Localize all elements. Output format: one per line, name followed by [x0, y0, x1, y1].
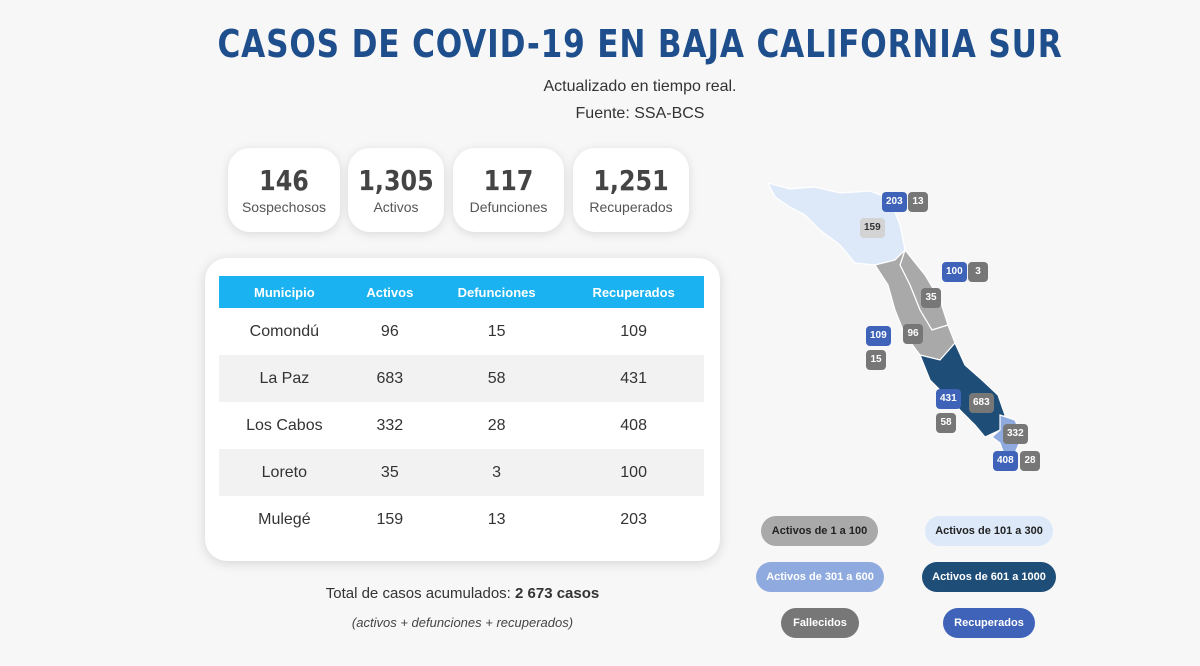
table-cell: 96 [380, 322, 399, 340]
map-badge-comondu-defunciones: 15 [866, 350, 886, 370]
map-badge-mulege-defunciones: 13 [908, 192, 928, 212]
table-cell: Comondú [249, 322, 320, 340]
table-row: Comondú 96 15 109 [219, 308, 704, 355]
total-cases: Total de casos acumulados: 2 673 casos [220, 585, 705, 602]
stat-label: Defunciones [469, 199, 548, 215]
stat-value: 1,251 [593, 164, 669, 197]
map-badge-comondu-recuperados: 109 [866, 326, 891, 346]
table-cell: 35 [349, 449, 430, 496]
table-row: La Paz 683 58 431 [219, 355, 704, 402]
stat-card-sospechosos: 146 Sospechosos [228, 148, 340, 232]
column-header: Activos [349, 276, 430, 308]
table-cell: 683 [349, 355, 430, 402]
map-badge-loscabos-defunciones: 28 [1020, 451, 1040, 471]
table-row: Loreto 35 3 100 [219, 449, 704, 496]
stat-label: Recuperados [589, 199, 673, 215]
table-row: Mulegé 159 13 203 [219, 496, 704, 543]
table-row: Los Cabos 332 28 408 [219, 402, 704, 449]
table-header-row: Municipio Activos Defunciones Recuperado… [219, 276, 704, 308]
legend-recuperados: Recuperados [943, 608, 1035, 638]
map-region-comondu [874, 249, 956, 361]
total-value: 2 673 casos [515, 585, 600, 602]
table-cell: 332 [376, 416, 404, 434]
legend-activos-301-600: Activos de 301 a 600 [756, 562, 884, 592]
table-cell: 15 [487, 322, 506, 340]
stat-card-recuperados: 1,251 Recuperados [573, 148, 689, 232]
legend-fallecidos: Fallecidos [781, 608, 859, 638]
column-header: Defunciones [429, 276, 564, 308]
map-badge-comondu-activos: 96 [903, 324, 923, 344]
map-badge-lapaz-activos: 683 [969, 393, 994, 413]
table-cell: Mulegé [258, 510, 311, 528]
legend-activos-101-300: Activos de 101 a 300 [925, 516, 1053, 546]
table-cell: 13 [487, 510, 506, 528]
municipality-table-card: Municipio Activos Defunciones Recuperado… [205, 258, 720, 561]
legend-activos-1-100: Activos de 1 a 100 [761, 516, 878, 546]
stat-card-defunciones: 117 Defunciones [453, 148, 564, 232]
stat-value: 117 [483, 164, 534, 197]
table-cell: 408 [620, 416, 647, 434]
stat-card-activos: 1,305 Activos [348, 148, 444, 232]
map-badge-loreto-defunciones: 3 [968, 262, 988, 282]
total-note: (activos + defunciones + recuperados) [351, 615, 574, 630]
column-header: Municipio [219, 276, 350, 308]
map-badge-lapaz-recuperados: 431 [936, 389, 961, 409]
table-cell: 3 [429, 449, 564, 496]
table-cell: 28 [487, 416, 506, 434]
table-cell: 431 [563, 355, 704, 402]
table-cell: Los Cabos [246, 416, 323, 434]
table-cell: 58 [429, 355, 564, 402]
total-label: Total de casos acumulados: [325, 585, 511, 602]
stat-label: Sospechosos [241, 199, 327, 215]
stat-value: 146 [259, 164, 309, 197]
table-cell: 100 [563, 449, 704, 496]
column-header: Recuperados [563, 276, 704, 308]
update-subtitle: Actualizado en tiempo real. [543, 78, 737, 95]
table-cell: 159 [376, 510, 404, 528]
map-badge-lapaz-defunciones: 58 [936, 413, 956, 433]
source-label: Fuente: SSA-BCS [575, 105, 705, 122]
map-badge-mulege-activos: 159 [860, 218, 885, 238]
municipality-table: Municipio Activos Defunciones Recuperado… [219, 276, 704, 543]
table-cell: 109 [620, 322, 647, 340]
table-cell: La Paz [219, 355, 350, 402]
map-badge-loscabos-recuperados: 408 [993, 451, 1018, 471]
table-cell: Loreto [219, 449, 350, 496]
table-cell: 203 [620, 510, 647, 528]
stat-label: Activos [373, 199, 419, 215]
map-badge-mulege-recuperados: 203 [882, 192, 907, 212]
map-badge-loreto-recuperados: 100 [942, 262, 967, 282]
map-badge-loreto-activos: 35 [921, 288, 941, 308]
map-badge-loscabos-activos: 332 [1003, 424, 1028, 444]
legend-activos-601-1000: Activos de 601 a 1000 [922, 562, 1056, 592]
page-title: CASOS DE COVID-19 EN BAJA CALIFORNIA SUR [217, 22, 1063, 66]
stat-value: 1,305 [358, 164, 434, 197]
